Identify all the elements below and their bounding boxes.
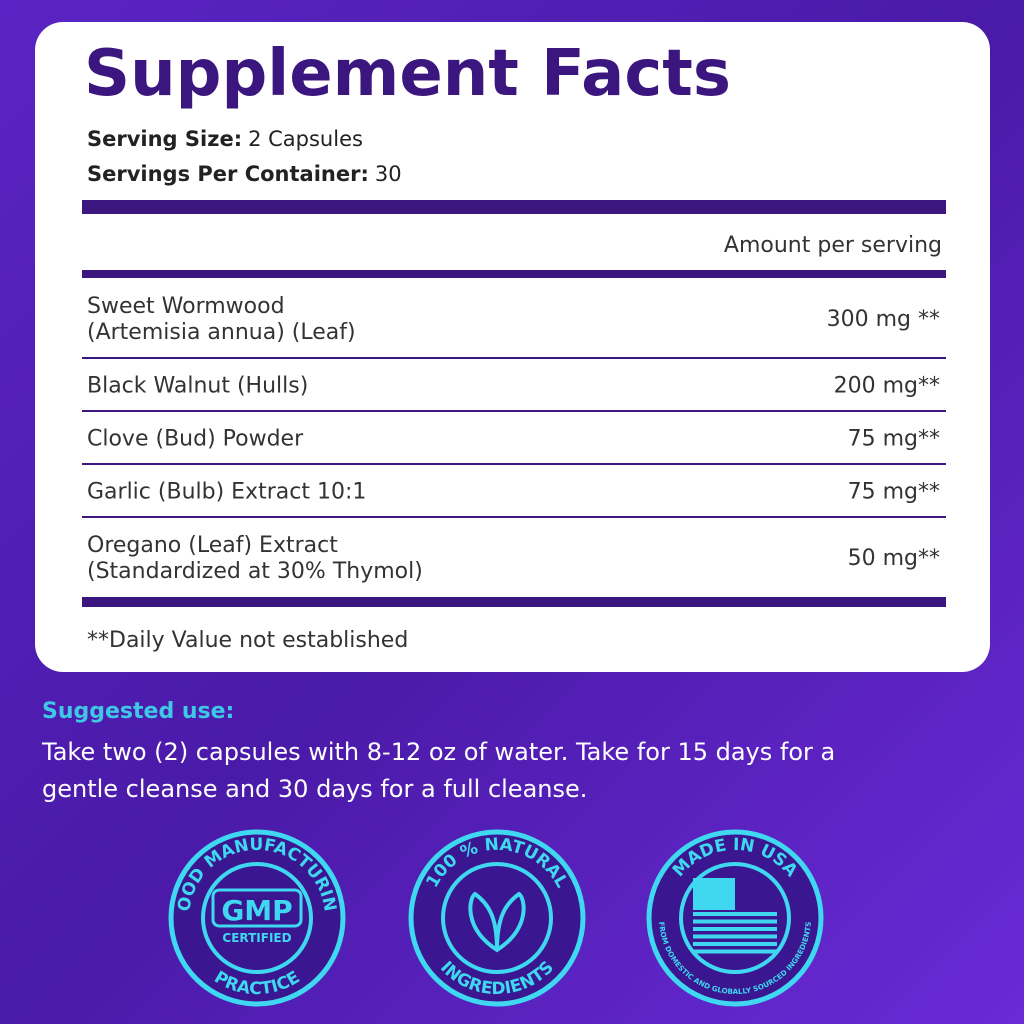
badge-inner xyxy=(679,862,791,974)
servings-label: Servings Per Container: xyxy=(87,162,369,186)
serving-size-label: Serving Size: xyxy=(87,127,242,151)
ingredient-name: Clove (Bud) Powder xyxy=(87,427,304,452)
badge-outer xyxy=(408,829,586,1007)
serving-size-value: 2 Capsules xyxy=(248,127,363,151)
suggested-use-line: gentle cleanse and 30 days for a full cl… xyxy=(42,775,587,803)
facts-card xyxy=(35,22,990,672)
leaf-icon xyxy=(468,891,526,953)
medium-rule xyxy=(82,270,946,278)
gmp-box xyxy=(211,888,303,928)
ingredient-amount: 50 mg** xyxy=(848,546,940,571)
serving-size: Serving Size: 2 Capsules xyxy=(87,127,363,151)
column-header: Amount per serving xyxy=(724,233,942,258)
badge-inner xyxy=(201,862,313,974)
badge-outer xyxy=(168,829,346,1007)
ingredient-amount: 300 mg ** xyxy=(827,307,940,332)
ingredient-name-line: Garlic (Bulb) Extract 10:1 xyxy=(87,480,366,505)
ingredient-amount: 75 mg** xyxy=(848,427,940,452)
flag-canton xyxy=(693,878,735,910)
ingredient-name: Black Walnut (Hulls) xyxy=(87,374,308,399)
flag-stripe xyxy=(693,927,777,931)
flag-stripe xyxy=(693,934,777,939)
row-rule xyxy=(82,410,946,412)
table-rows: Sweet Wormwood (Artemisia annua) (Leaf) 30… xyxy=(82,294,946,607)
footnote: **Daily Value not established xyxy=(87,628,408,653)
badge-outer xyxy=(646,829,824,1007)
row-rule xyxy=(82,463,946,465)
servings-value: 30 xyxy=(375,162,402,186)
ingredient-name: Oregano (Leaf) Extract (Standardized at 3… xyxy=(87,533,423,584)
ingredient-name-line: Black Walnut (Hulls) xyxy=(87,374,308,399)
ingredient-amount: 75 mg** xyxy=(848,480,940,505)
ingredient-name-line: (Artemisia annua) (Leaf) xyxy=(87,320,356,345)
flag-stripe xyxy=(693,949,777,954)
flag-stripe xyxy=(693,912,777,916)
title: Supplement Facts xyxy=(84,37,731,111)
ingredient-name-line: Clove (Bud) Powder xyxy=(87,427,304,452)
badge-inner xyxy=(441,862,553,974)
suggested-use-line: Take two (2) capsules with 8-12 oz of wa… xyxy=(41,738,835,766)
flag-stripe xyxy=(693,942,777,946)
ingredient-name: Sweet Wormwood (Artemisia annua) (Leaf) xyxy=(87,294,356,345)
suggested-use-title: Suggested use: xyxy=(42,699,234,724)
ingredient-name-line: Oregano (Leaf) Extract xyxy=(87,533,338,558)
ingredient-amount: 200 mg** xyxy=(834,374,940,399)
ingredient-name-line: (Standardized at 30% Thymol) xyxy=(87,559,423,584)
servings-per-container: Servings Per Container: 30 xyxy=(87,162,402,186)
row-rule xyxy=(82,516,946,518)
badge-sub: CERTIFIED xyxy=(222,931,291,945)
flag-stripe xyxy=(693,919,777,924)
ingredient-name: Garlic (Bulb) Extract 10:1 xyxy=(87,480,366,505)
row-rule xyxy=(82,357,946,359)
badge-center: GMP xyxy=(221,894,292,927)
thick-rule xyxy=(82,200,946,214)
thick-rule xyxy=(82,597,946,607)
ingredient-name-line: Sweet Wormwood xyxy=(87,294,285,319)
